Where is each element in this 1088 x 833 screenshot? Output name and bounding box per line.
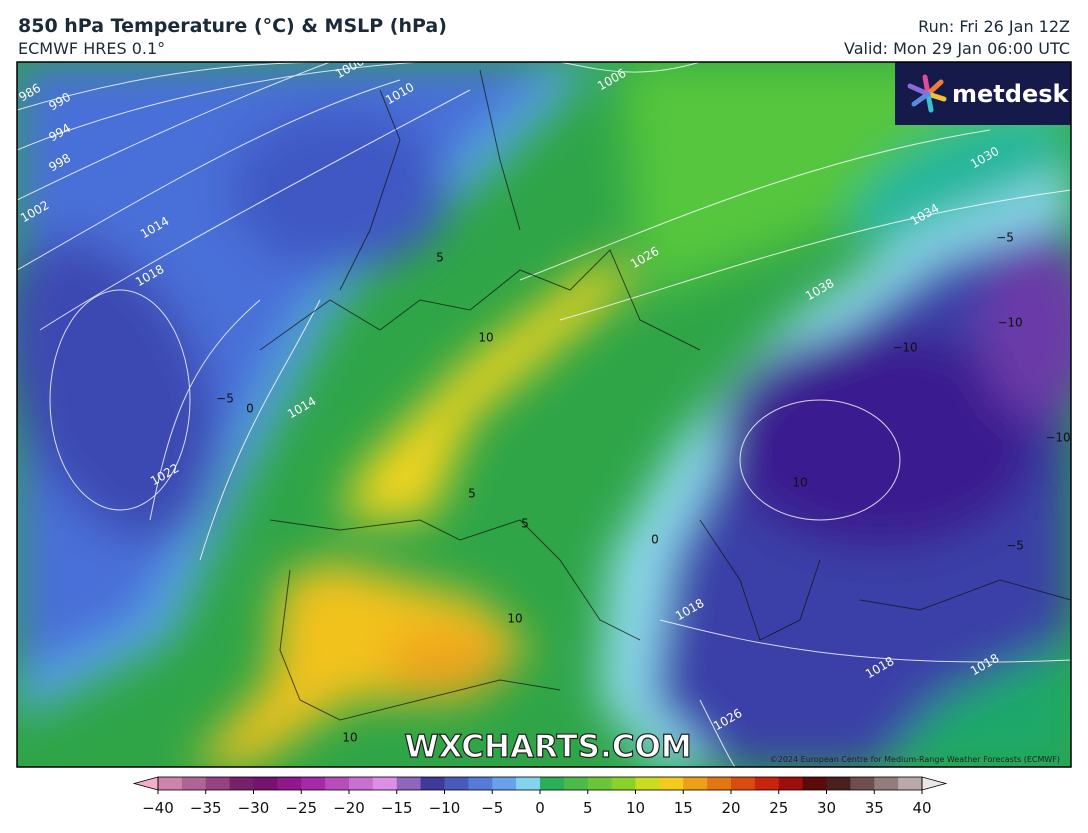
isotherm-label: −5 <box>1006 539 1024 553</box>
colorbar-segment <box>325 777 350 790</box>
colorbar-segment <box>277 777 302 790</box>
colorbar-segment <box>540 777 565 790</box>
colorbar-segment <box>731 777 756 790</box>
colorbar-extend-high <box>921 776 948 791</box>
colorbar-tick-label: 40 <box>912 799 931 817</box>
copyright: ©2024 European Centre for Medium-Range W… <box>770 755 1060 764</box>
colorbar-tick-label: 25 <box>769 799 788 817</box>
isotherm-label: 10 <box>792 476 807 490</box>
watermark: WXCHARTS.COM <box>404 729 691 765</box>
colorbar-tick-label: −10 <box>429 799 461 817</box>
colorbar-tick-label: −15 <box>381 799 413 817</box>
isotherm-label: 0 <box>651 533 659 547</box>
colorbar-segment <box>468 777 493 790</box>
colorbar-segment <box>253 777 278 790</box>
colorbar-segment <box>826 777 851 790</box>
map-frame <box>16 61 1072 768</box>
valid-time: Valid: Mon 29 Jan 06:00 UTC <box>844 39 1070 58</box>
colorbar-segment <box>349 777 374 790</box>
colorbar-tick-label: −35 <box>190 799 222 817</box>
isotherm-label: 10 <box>507 612 522 626</box>
map-subtitle: ECMWF HRES 0.1° <box>18 39 165 58</box>
colorbar-segment <box>850 777 875 790</box>
colorbar-segment <box>229 777 254 790</box>
colorbar-segment <box>563 777 589 790</box>
isotherm-label: 10 <box>342 731 357 745</box>
colorbar-segment <box>301 777 326 790</box>
colorbar-tick-label: 20 <box>721 799 740 817</box>
colorbar-segment <box>587 777 613 790</box>
colorbar-segment <box>181 777 207 790</box>
colorbar-tick-label: −20 <box>333 799 365 817</box>
colorbar-segment <box>635 777 660 790</box>
isotherm-label: −10 <box>1045 431 1070 445</box>
colorbar-tick-label: 10 <box>626 799 645 817</box>
colorbar-segment <box>754 777 780 790</box>
colorbar: −40 −35 −30 −25 −20 −15 −10 −5 0 5 10 15 20 25 30 35 40 <box>132 776 948 817</box>
colorbar-segment <box>372 777 398 790</box>
isotherm-label: 5 <box>468 487 476 501</box>
colorbar-segment <box>683 777 708 790</box>
logo-text: metdesk <box>952 80 1070 108</box>
colorbar-segment <box>611 777 636 790</box>
colorbar-tick-label: 5 <box>583 799 593 817</box>
colorbar-segment <box>158 777 183 790</box>
colorbar-segment <box>492 777 517 790</box>
colorbar-tick-label: 0 <box>535 799 545 817</box>
colorbar-tick-label: −25 <box>285 799 317 817</box>
isotherm-label: 0 <box>246 402 254 416</box>
isotherm-label: −5 <box>216 392 234 406</box>
colorbar-segment <box>898 777 923 790</box>
logo-icon <box>907 74 947 113</box>
colorbar-tick-label: 15 <box>674 799 693 817</box>
colorbar-tick-label: 35 <box>865 799 884 817</box>
isotherm-label: 5 <box>436 251 444 265</box>
colorbar-segment <box>874 777 899 790</box>
colorbar-segment <box>205 777 231 790</box>
colorbar-tick-label: −5 <box>481 799 503 817</box>
run-time: Run: Fri 26 Jan 12Z <box>918 17 1070 36</box>
colorbar-tick-label: −40 <box>142 799 174 817</box>
colorbar-segment <box>396 777 422 790</box>
colorbar-segment <box>707 777 732 790</box>
isotherm-label: −10 <box>997 316 1022 330</box>
colorbar-tick-label: 30 <box>817 799 836 817</box>
isotherm-label: −5 <box>996 231 1014 245</box>
colorbar-segment <box>802 777 827 790</box>
isotherm-label: −10 <box>892 341 917 355</box>
isotherm-label: 10 <box>478 331 493 345</box>
colorbar-segment <box>778 777 804 790</box>
colorbar-segment <box>516 777 541 790</box>
colorbar-extend-low <box>132 776 159 791</box>
map-title: 850 hPa Temperature (°C) & MSLP (hPa) <box>18 15 447 37</box>
colorbar-tick-label: −30 <box>238 799 270 817</box>
colorbar-segment <box>420 777 445 790</box>
isotherm-label: 5 <box>521 517 529 531</box>
colorbar-segment <box>444 777 469 790</box>
colorbar-segment <box>659 777 684 790</box>
